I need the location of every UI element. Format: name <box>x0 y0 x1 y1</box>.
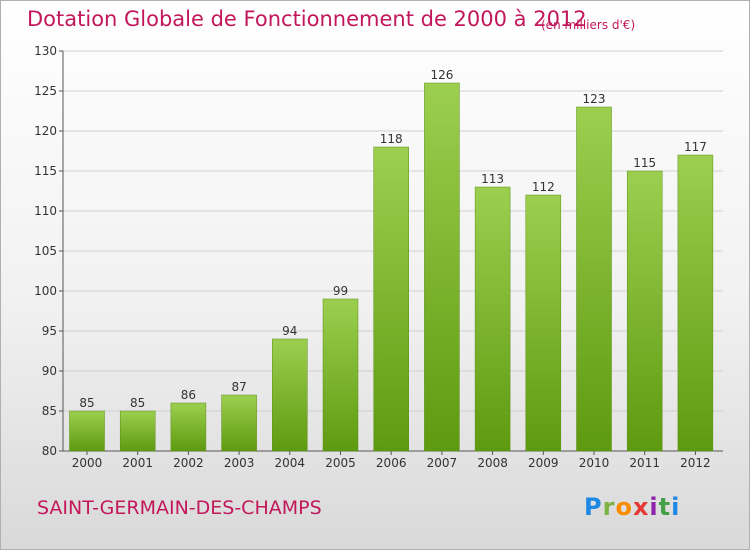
logo-letter: P <box>584 493 603 521</box>
y-tick-label: 95 <box>42 324 57 338</box>
bar-2005 <box>322 298 359 452</box>
y-tick-label: 120 <box>34 124 57 138</box>
y-tick-label: 110 <box>34 204 57 218</box>
x-tick-label: 2008 <box>477 456 508 470</box>
data-labels: 85 85 86 87 94 99 118 126 113 112 123 115 117 <box>79 68 706 410</box>
x-tick-label: 2010 <box>579 456 610 470</box>
y-tick-label: 100 <box>34 284 57 298</box>
y-tick-label: 115 <box>34 164 57 178</box>
data-label: 85 <box>130 396 145 410</box>
data-label: 118 <box>380 132 403 146</box>
x-tick-label: 2007 <box>427 456 458 470</box>
y-tick-label: 85 <box>42 404 57 418</box>
y-tick-label: 125 <box>34 84 57 98</box>
y-tick-label: 80 <box>42 444 57 458</box>
bar-2012 <box>677 154 714 452</box>
x-tick-label: 2002 <box>173 456 204 470</box>
x-tick-label: 2001 <box>122 456 153 470</box>
unit-label: (en milliers d'€) <box>541 18 636 32</box>
data-label: 115 <box>633 156 656 170</box>
bar-2004 <box>272 338 308 452</box>
data-label: 85 <box>79 396 94 410</box>
data-label: 112 <box>532 180 555 194</box>
bars <box>69 82 714 452</box>
bar-2011 <box>626 170 663 452</box>
logo-letter: o <box>615 493 633 521</box>
y-tick-label: 130 <box>34 44 57 58</box>
data-label: 117 <box>684 140 707 154</box>
axes: 80 85 90 95 100 105 110 115 120 125 130 2000 2001 200… <box>34 44 723 470</box>
data-label: 87 <box>231 380 246 394</box>
x-tick-label: 2000 <box>72 456 103 470</box>
logo-letter: x <box>632 493 650 521</box>
x-tick-label: 2011 <box>629 456 660 470</box>
x-tick-label: 2003 <box>224 456 255 470</box>
data-label: 126 <box>430 68 453 82</box>
data-label: 113 <box>481 172 504 186</box>
x-tick-label: 2012 <box>680 456 711 470</box>
bar-2007 <box>424 82 460 452</box>
data-label: 94 <box>282 324 297 338</box>
data-label: 123 <box>583 92 606 106</box>
x-tick-label: 2005 <box>325 456 356 470</box>
bar-2003 <box>221 394 257 452</box>
bar-2006 <box>373 146 409 452</box>
logo-letter: i <box>649 493 659 521</box>
x-tick-label: 2009 <box>528 456 559 470</box>
bar-2000 <box>69 410 105 452</box>
bar-2010 <box>576 106 612 452</box>
proxiti-logo: Proxiti <box>584 493 680 521</box>
x-tick-label: 2004 <box>275 456 306 470</box>
data-label: 99 <box>333 284 348 298</box>
logo-letter: i <box>671 493 681 521</box>
bar-2009 <box>525 194 562 452</box>
commune-name: SAINT-GERMAIN-DES-CHAMPS <box>37 497 322 519</box>
bar-2001 <box>119 410 156 452</box>
logo-letter: t <box>658 493 672 521</box>
y-tick-label: 90 <box>42 364 57 378</box>
data-label: 86 <box>181 388 196 402</box>
y-tick-label: 105 <box>34 244 57 258</box>
logo-letter: r <box>602 493 616 521</box>
x-tick-label: 2006 <box>376 456 407 470</box>
chart-title: Dotation Globale de Fonctionnement de 20… <box>27 7 587 31</box>
bar-2008 <box>474 186 511 452</box>
bar-2002 <box>170 402 207 452</box>
